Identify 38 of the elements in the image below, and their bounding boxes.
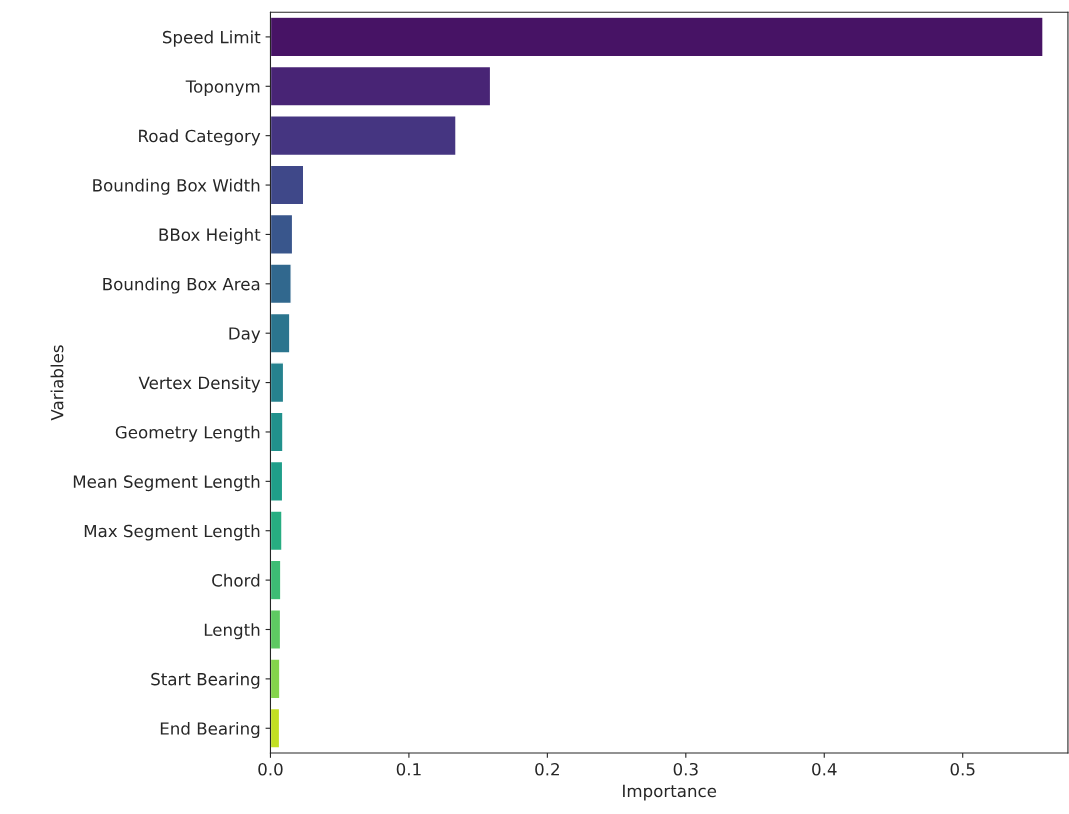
bar [270, 312, 291, 354]
bar [270, 559, 282, 601]
y-tick-label: Day [229, 327, 261, 343]
bar [270, 115, 457, 157]
y-tick-label: Speed Limit [162, 30, 261, 47]
y-tick-label: Mean Segment Length [73, 475, 260, 492]
bar [270, 362, 285, 404]
y-tick-label: Chord [212, 573, 260, 587]
y-tick-label: Bounding Box Width [93, 178, 260, 195]
y-tick-label: Vertex Density [138, 376, 261, 393]
bar [270, 707, 281, 749]
x-axis-title: Importance [623, 784, 717, 801]
x-tick-label: 0.0 [258, 762, 283, 776]
y-tick-label: Bounding Box Area [103, 277, 260, 294]
y-tick-label: Road Category [139, 129, 261, 146]
bar [270, 164, 305, 206]
y-tick-label: End Bearing [160, 721, 260, 739]
bar [270, 213, 294, 255]
x-tick-label: 0.4 [812, 762, 837, 776]
x-tick-label: 0.3 [673, 762, 698, 776]
y-tick-label: Start Bearing [151, 672, 260, 689]
y-tick-label: Geometry Length [115, 425, 260, 442]
bar [270, 16, 1044, 58]
x-tick-label: 0.2 [535, 762, 559, 776]
y-tick-label: Max Segment Length [84, 524, 260, 541]
x-tick-label: 0.5 [950, 762, 975, 776]
y-tick-label: Toponym [185, 80, 260, 97]
bar [270, 658, 281, 700]
y-tick-label: BBox Height [159, 228, 261, 245]
bar [270, 65, 492, 107]
bar [270, 510, 283, 552]
bar [270, 411, 284, 453]
bar [270, 263, 292, 305]
x-tick-label: 0.1 [396, 762, 421, 776]
bar [270, 609, 282, 650]
y-tick-label: Length [204, 623, 260, 640]
bar [270, 460, 284, 502]
y-axis-title: Variables [50, 345, 64, 421]
